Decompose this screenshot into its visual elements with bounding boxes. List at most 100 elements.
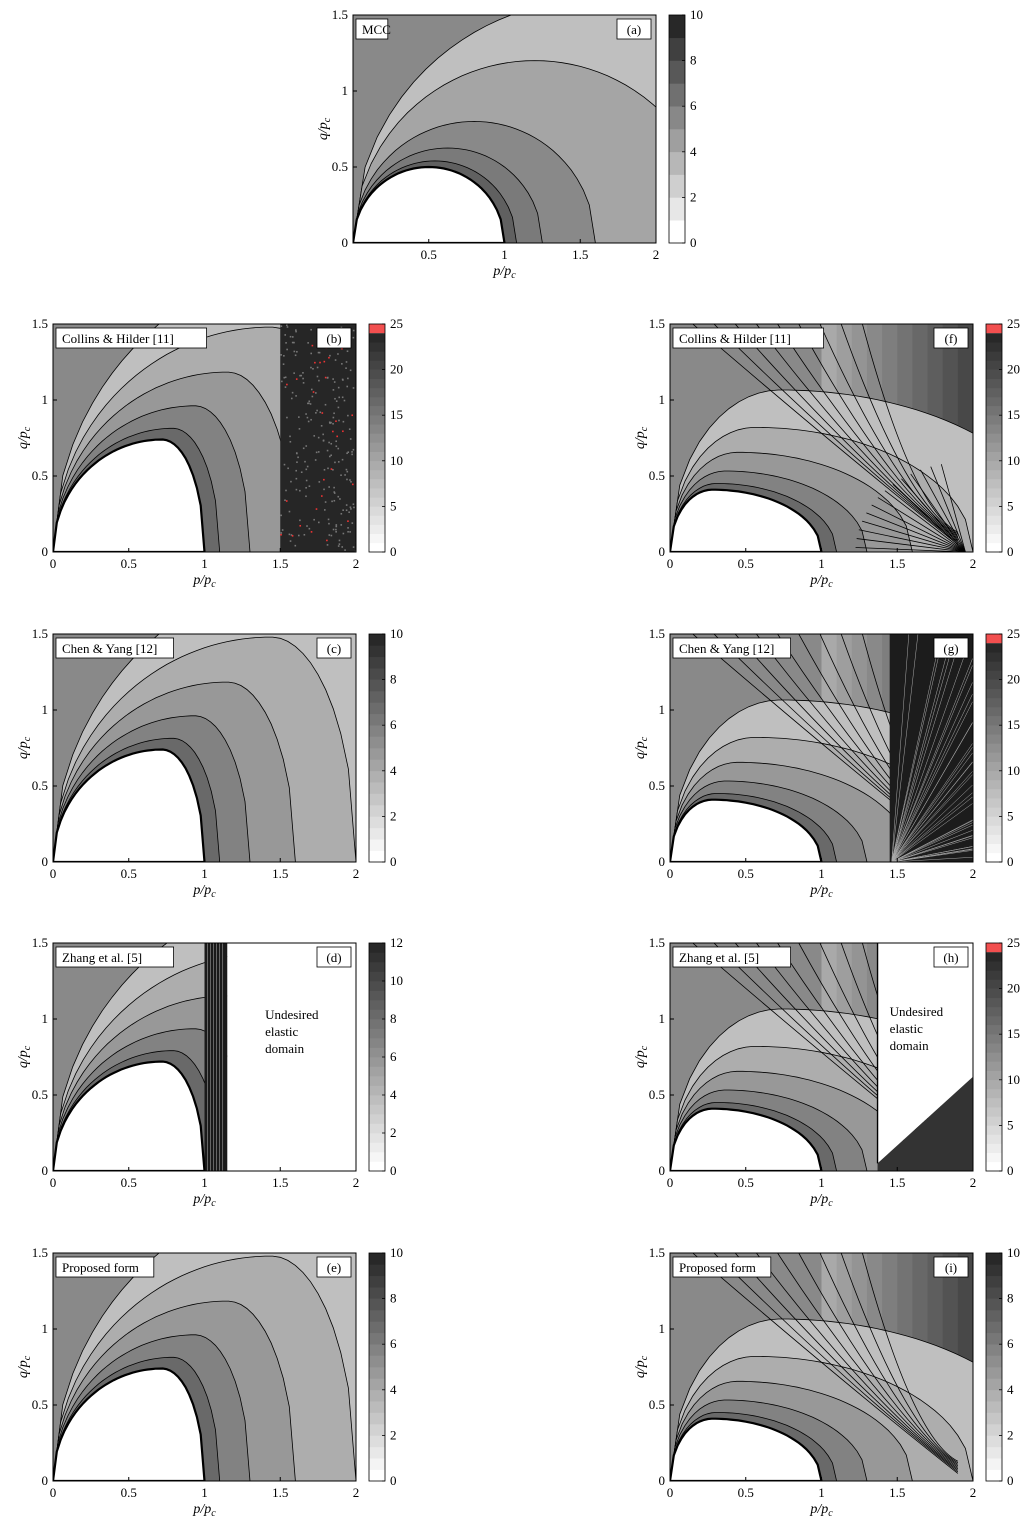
panel-tag-box	[316, 946, 352, 968]
x-tick-label: 0.5	[738, 866, 754, 881]
x-tick-label: 1.5	[572, 247, 588, 262]
noise-dot	[341, 378, 344, 381]
colorbar-swatch	[369, 1253, 385, 1265]
colorbar-swatch	[986, 1332, 1002, 1345]
noise-dot	[331, 500, 333, 503]
colorbar-swatch	[369, 827, 385, 840]
panel-tag-box	[616, 18, 652, 40]
svg-text:p/pc: p/pc	[492, 264, 516, 281]
colorbar-swatch	[986, 761, 1002, 772]
y-tick-label: 1	[659, 1321, 666, 1336]
colorbar-tick-label: 6	[390, 1049, 397, 1064]
contour-line	[819, 324, 959, 536]
y-tick-label: 1.5	[649, 1245, 665, 1260]
noise-dot	[326, 544, 329, 546]
x-tick-label: 1	[501, 247, 508, 262]
colorbar-swatch	[369, 850, 385, 863]
svg-text:q/pc: q/pc	[16, 736, 33, 759]
undesired-domain	[227, 943, 356, 1171]
noise-dot	[332, 422, 334, 425]
colorbar-swatch	[986, 415, 1002, 425]
colorbar-tick-label: 10	[1007, 1245, 1020, 1260]
noise-dot	[314, 361, 316, 364]
colorbar-tick-label: 5	[1007, 808, 1014, 823]
colorbar-swatch	[369, 990, 385, 1001]
noise-dot	[306, 416, 309, 419]
model-label: Proposed form	[679, 1260, 756, 1275]
colorbar-tick-label: 5	[1007, 1117, 1014, 1132]
noise-dot	[294, 354, 297, 357]
colorbar-tick-label: 12	[390, 935, 403, 950]
y-tick-label: 0.5	[332, 159, 348, 174]
noise-dot	[329, 354, 331, 357]
panel-tag: (i)	[945, 1260, 957, 1275]
x-axis-label: p/pc	[192, 883, 216, 900]
colorbar-tick-label: 8	[1007, 1291, 1014, 1306]
model-label-box	[672, 946, 791, 968]
noise-dot	[330, 468, 333, 470]
noise-dot	[328, 522, 330, 525]
noise-dot	[305, 479, 308, 482]
x-tick-label: 2	[653, 247, 660, 262]
noise-dot	[291, 336, 294, 338]
noise-dot	[335, 528, 337, 531]
noise-dot	[297, 534, 300, 537]
x-tick-label: 1.5	[889, 1175, 905, 1190]
model-label-box	[672, 1256, 772, 1278]
noise-dot	[351, 451, 353, 453]
y-tick-label: 1.5	[32, 1245, 48, 1260]
noise-line	[891, 637, 941, 862]
noise-dot	[315, 412, 317, 414]
noise-line	[891, 829, 973, 862]
y-tick-label: 0.5	[32, 468, 48, 483]
noise-line	[891, 835, 973, 862]
colorbar-swatch	[369, 415, 385, 425]
noise-line	[891, 773, 973, 862]
noise-dot	[349, 506, 352, 509]
svg-text:p/pc: p/pc	[809, 1502, 833, 1519]
colorbar-tick-label: 20	[1007, 362, 1020, 377]
panel-d: 0 0.5 1 1.5 2 0 0.5 1 1.5 p/pc q/pc Zhang et al. [5…	[16, 935, 403, 1209]
colorbar-swatch	[986, 798, 1002, 808]
y-tick-label: 1	[342, 83, 349, 98]
colorbar-tick-label: 4	[390, 763, 397, 778]
colorbar-swatch	[369, 351, 385, 361]
colorbar-swatch	[369, 668, 385, 680]
noise-dot	[296, 350, 298, 353]
colorbar-swatch	[369, 645, 385, 658]
colorbar: 0 5 10 15 20 25	[985, 935, 1020, 1178]
x-tick-label: 0.5	[738, 1485, 754, 1500]
elastic-domain	[53, 1367, 206, 1481]
colorbar-tick-label: 0	[1007, 854, 1014, 869]
colorbar-tick-label: 25	[1007, 626, 1020, 641]
colorbar-tick-label: 0	[1007, 1473, 1014, 1488]
colorbar-swatch	[986, 1310, 1002, 1322]
colorbar-swatch	[369, 451, 385, 462]
x-tick-label: 1	[818, 1175, 825, 1190]
noise-dot	[349, 479, 351, 481]
x-axis-label: p/pc	[809, 1502, 833, 1519]
noise-dot	[337, 495, 340, 498]
y-tick-label: 1.5	[32, 626, 48, 641]
noise-dot	[296, 461, 298, 463]
x-tick-label: 1	[201, 1175, 208, 1190]
panel-i: 0 0.5 1 1.5 2 0 0.5 1 1.5 p/pc q/pc Proposed form (i…	[633, 1245, 1020, 1519]
contour-line	[855, 547, 966, 552]
colorbar-swatch	[369, 506, 385, 516]
colorbar-swatch	[369, 1321, 385, 1334]
x-tick-label: 0	[667, 1485, 674, 1500]
colorbar: 0 2 4 6 8 10	[368, 626, 403, 869]
colorbar-swatch	[986, 1061, 1002, 1071]
colorbar-tick-label: 10	[690, 7, 703, 22]
noise-dot	[310, 366, 312, 369]
noise-line	[891, 770, 973, 862]
y-tick-label: 0	[659, 544, 666, 559]
noise-dot	[338, 396, 341, 399]
noise-dot	[348, 428, 351, 430]
noise-dot	[302, 447, 305, 450]
noise-dot	[286, 383, 288, 386]
colorbar-frame	[985, 323, 1003, 553]
noise-dot	[337, 545, 340, 547]
colorbar-tick-label: 4	[390, 1382, 397, 1397]
